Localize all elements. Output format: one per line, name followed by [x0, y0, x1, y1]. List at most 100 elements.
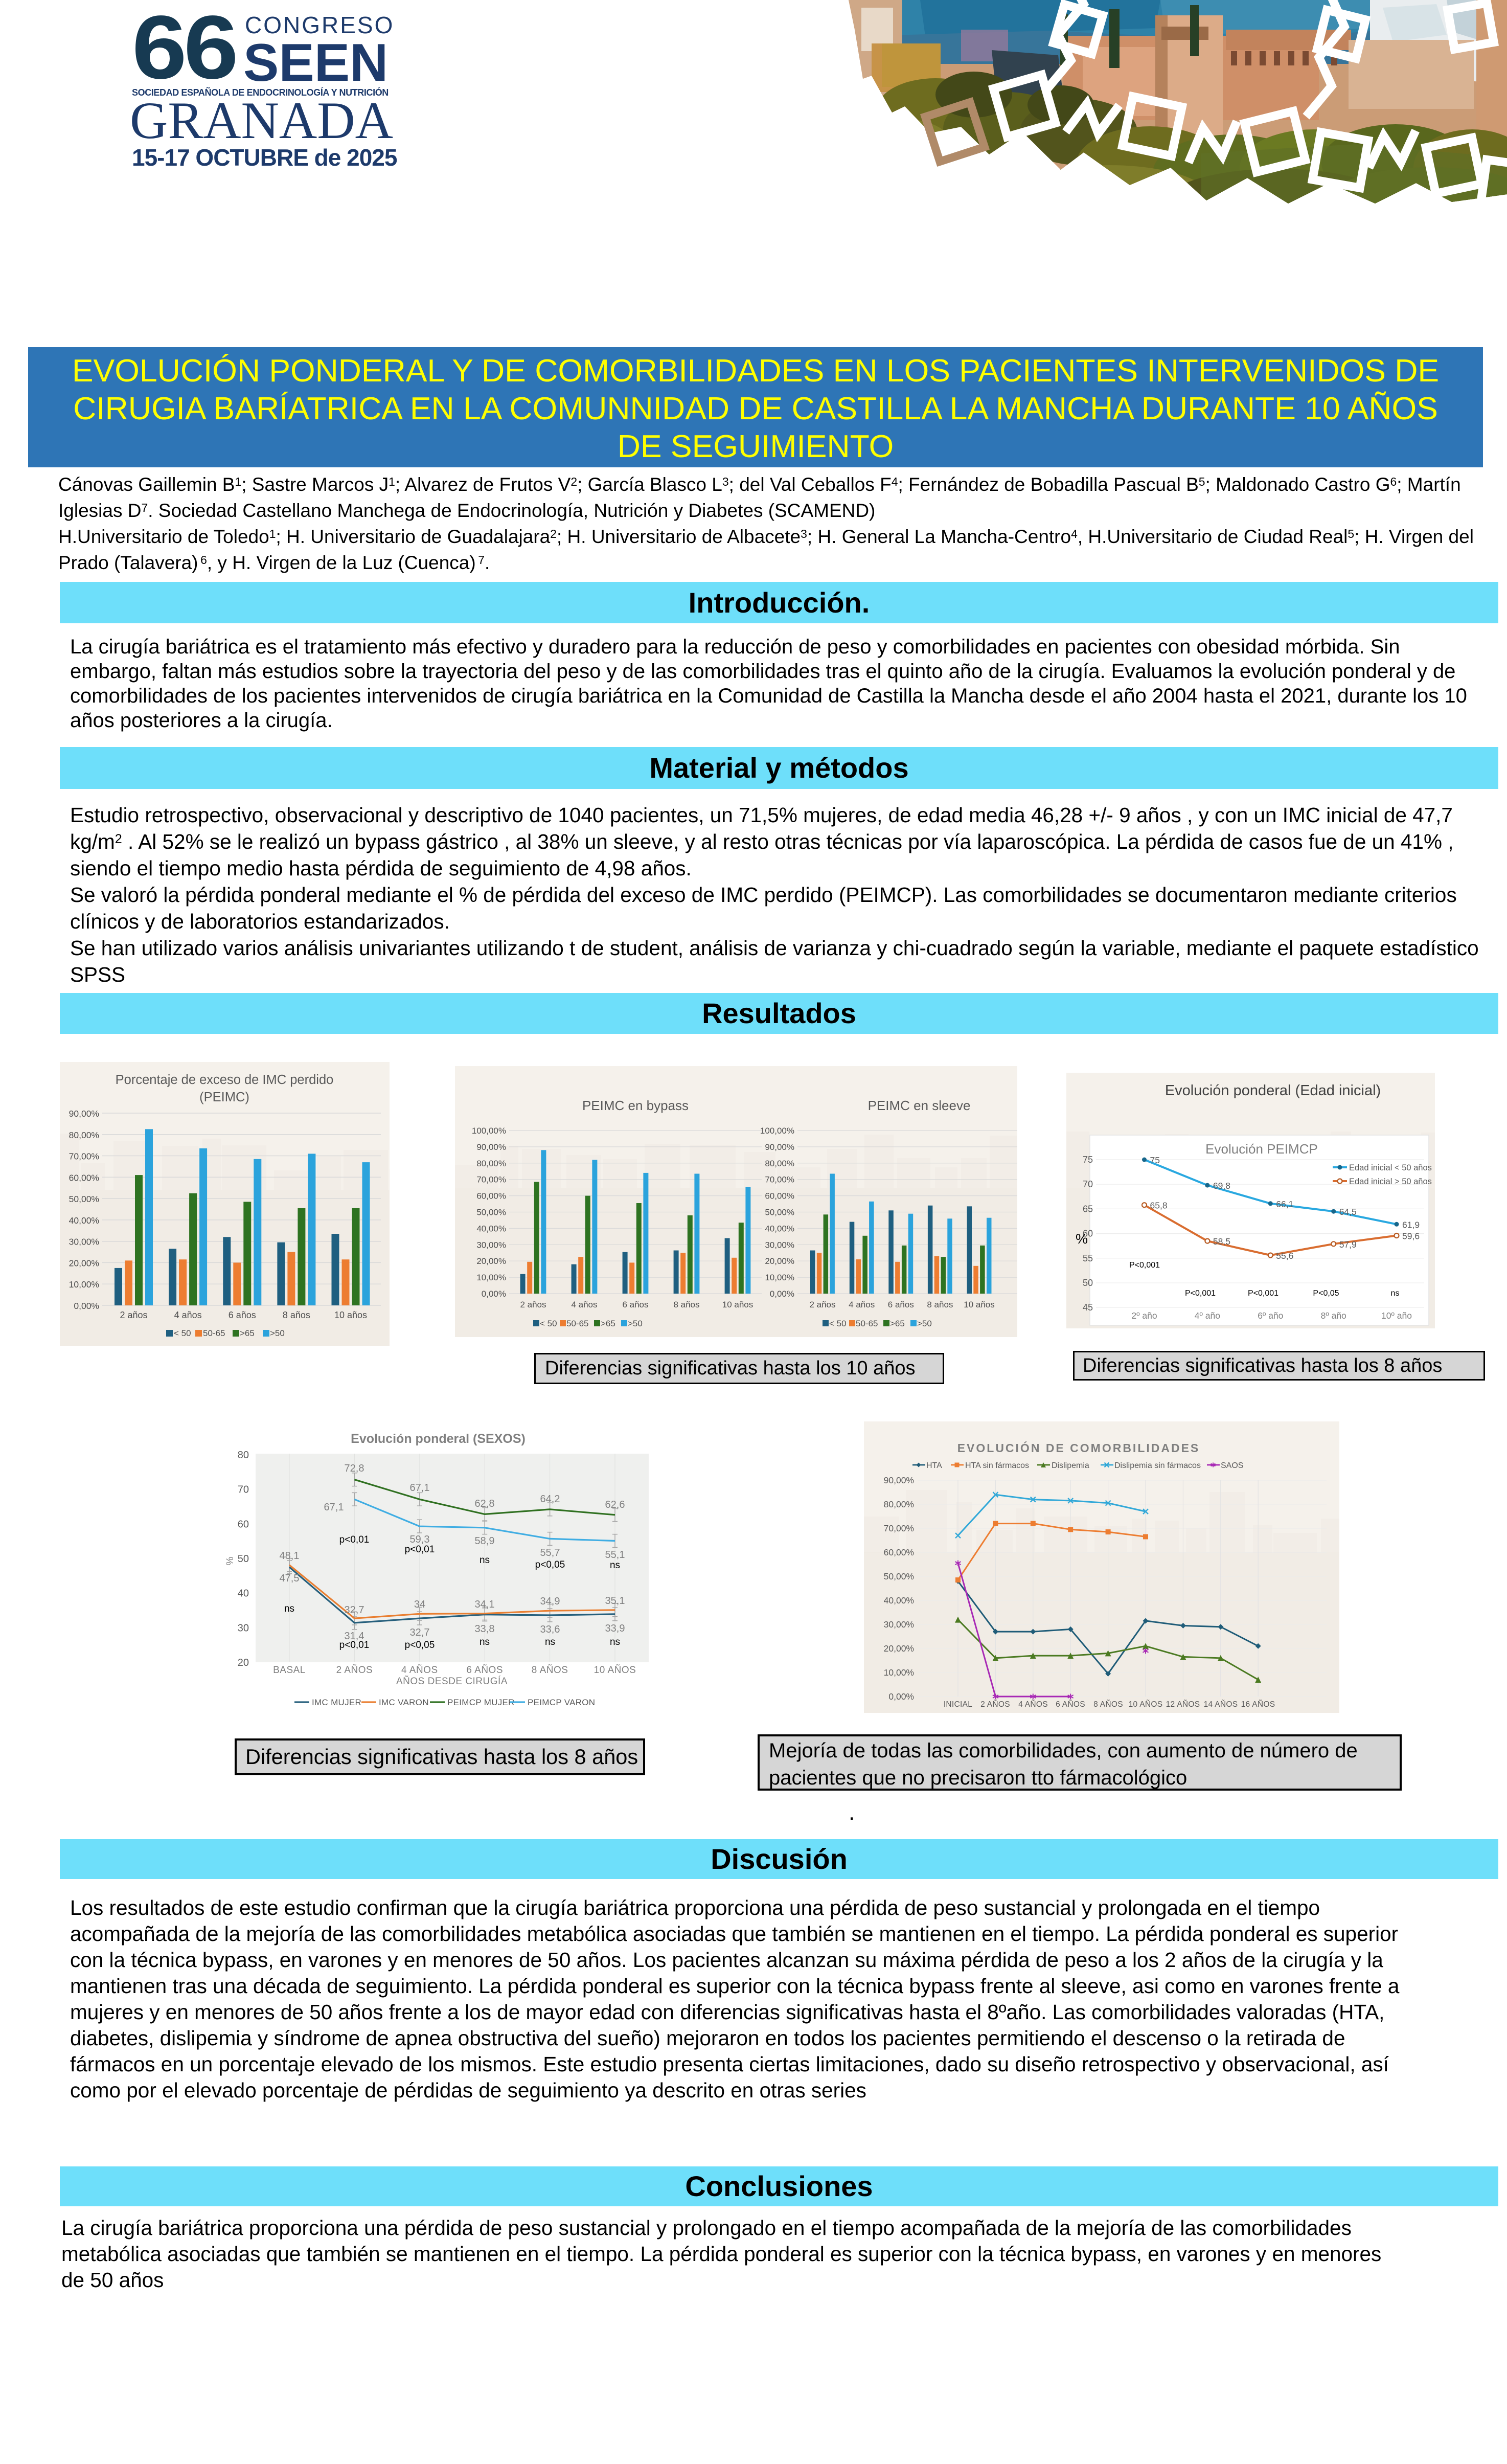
- svg-text:10 AÑOS: 10 AÑOS: [1129, 1700, 1163, 1709]
- svg-text:>65: >65: [890, 1319, 905, 1328]
- svg-text:20,00%: 20,00%: [765, 1256, 794, 1266]
- svg-text:Evolución ponderal (SEXOS): Evolución ponderal (SEXOS): [351, 1432, 526, 1446]
- svg-text:64,2: 64,2: [540, 1494, 560, 1505]
- svg-text:0,00%: 0,00%: [74, 1301, 99, 1311]
- svg-text:P<0,001: P<0,001: [1248, 1289, 1278, 1298]
- svg-text:4º año: 4º año: [1195, 1310, 1220, 1321]
- svg-text:IMC VARON: IMC VARON: [379, 1698, 429, 1707]
- svg-text:10 años: 10 años: [964, 1300, 995, 1309]
- svg-text:>50: >50: [917, 1319, 932, 1328]
- svg-text:33,6: 33,6: [540, 1624, 560, 1635]
- svg-text:70: 70: [1083, 1179, 1093, 1189]
- svg-text:< 50: < 50: [829, 1319, 847, 1328]
- svg-text:60: 60: [238, 1519, 249, 1530]
- svg-text:20: 20: [238, 1657, 249, 1668]
- svg-text:PEIMC en sleeve: PEIMC en sleeve: [868, 1098, 971, 1113]
- svg-text:INICIAL: INICIAL: [944, 1700, 972, 1709]
- svg-text:30,00%: 30,00%: [476, 1240, 506, 1250]
- svg-text:40,00%: 40,00%: [765, 1224, 794, 1233]
- svg-text:2º año: 2º año: [1131, 1310, 1157, 1321]
- svg-text:47,5: 47,5: [280, 1573, 300, 1584]
- svg-text:30,00%: 30,00%: [765, 1240, 794, 1250]
- svg-text:70,00%: 70,00%: [884, 1523, 914, 1533]
- svg-text:Dislipemia sin fármacos: Dislipemia sin fármacos: [1114, 1461, 1201, 1470]
- svg-text:16 AÑOS: 16 AÑOS: [1241, 1700, 1275, 1709]
- svg-text:50-65: 50-65: [203, 1328, 225, 1338]
- svg-text:72,8: 72,8: [345, 1463, 364, 1474]
- svg-text:BASAL: BASAL: [273, 1665, 306, 1676]
- svg-text:57,9: 57,9: [1339, 1239, 1357, 1250]
- svg-text:Evolución ponderal (Edad inici: Evolución ponderal (Edad inicial): [1165, 1082, 1381, 1099]
- svg-text:8 AÑOS: 8 AÑOS: [1093, 1700, 1123, 1709]
- svg-text:10,00%: 10,00%: [765, 1273, 794, 1282]
- svg-text:6 AÑOS: 6 AÑOS: [466, 1664, 503, 1676]
- svg-text:p<0,01: p<0,01: [339, 1640, 370, 1651]
- svg-text:40,00%: 40,00%: [476, 1224, 506, 1233]
- svg-text:50-65: 50-65: [566, 1319, 588, 1328]
- svg-text:PEIMCP MUJER: PEIMCP MUJER: [447, 1698, 515, 1707]
- svg-text:70: 70: [238, 1484, 249, 1496]
- svg-text:>50: >50: [628, 1319, 643, 1328]
- svg-text:60,00%: 60,00%: [69, 1172, 99, 1183]
- svg-text:75: 75: [1150, 1155, 1160, 1165]
- svg-text:32,7: 32,7: [345, 1604, 364, 1616]
- svg-text:2 años: 2 años: [520, 1300, 546, 1309]
- svg-text:65,8: 65,8: [1150, 1201, 1168, 1211]
- svg-text:60,00%: 60,00%: [765, 1191, 794, 1201]
- svg-text:10º año: 10º año: [1381, 1310, 1412, 1321]
- svg-text:EVOLUCIÓN DE COMORBILIDADES: EVOLUCIÓN DE COMORBILIDADES: [957, 1441, 1200, 1455]
- svg-text:10 años: 10 años: [722, 1300, 754, 1309]
- svg-text:p<0,01: p<0,01: [405, 1544, 435, 1555]
- svg-text:PEIMCP VARON: PEIMCP VARON: [528, 1698, 595, 1707]
- svg-text:90,00%: 90,00%: [884, 1475, 914, 1485]
- svg-text:Dislipemia: Dislipemia: [1052, 1461, 1089, 1470]
- svg-text:IMC MUJER: IMC MUJER: [312, 1698, 361, 1707]
- svg-text:P<0,05: P<0,05: [1313, 1289, 1339, 1298]
- svg-text:6 años: 6 años: [888, 1300, 914, 1309]
- svg-text:p<0,05: p<0,05: [535, 1559, 565, 1570]
- svg-text:55: 55: [1083, 1253, 1093, 1263]
- svg-text:65: 65: [1083, 1204, 1093, 1214]
- svg-text:10 años: 10 años: [334, 1310, 367, 1320]
- svg-text:55,1: 55,1: [605, 1549, 625, 1561]
- svg-text:35,1: 35,1: [605, 1595, 625, 1607]
- svg-text:32,7: 32,7: [410, 1627, 430, 1638]
- svg-text:10 AÑOS: 10 AÑOS: [594, 1664, 636, 1676]
- svg-text:50: 50: [238, 1553, 249, 1565]
- svg-text:Porcentaje de exceso de IMC pe: Porcentaje de exceso de IMC perdido: [116, 1073, 334, 1087]
- svg-text:< 50: < 50: [174, 1328, 191, 1338]
- svg-text:31,4: 31,4: [345, 1631, 364, 1642]
- svg-text:70,00%: 70,00%: [765, 1175, 794, 1185]
- svg-text:>65: >65: [240, 1328, 255, 1338]
- svg-text:20,00%: 20,00%: [884, 1643, 914, 1654]
- svg-text:2 AÑOS: 2 AÑOS: [980, 1700, 1010, 1709]
- svg-text:ns: ns: [480, 1555, 490, 1566]
- svg-text:90,00%: 90,00%: [765, 1142, 794, 1152]
- svg-text:66,1: 66,1: [1276, 1199, 1293, 1209]
- svg-text:ns: ns: [545, 1637, 555, 1647]
- svg-text:48,1: 48,1: [280, 1550, 300, 1562]
- svg-text:Evolución PEIMCP: Evolución PEIMCP: [1205, 1141, 1318, 1157]
- svg-text:p<0,01: p<0,01: [339, 1534, 370, 1545]
- svg-text:34,9: 34,9: [540, 1596, 560, 1607]
- svg-text:30,00%: 30,00%: [884, 1619, 914, 1630]
- svg-text:>50: >50: [270, 1328, 285, 1338]
- svg-text:59,6: 59,6: [1402, 1231, 1420, 1241]
- svg-text:8 años: 8 años: [283, 1310, 310, 1320]
- svg-text:58,9: 58,9: [475, 1535, 495, 1547]
- svg-text:50,00%: 50,00%: [476, 1208, 506, 1217]
- svg-text:HTA sin fármacos: HTA sin fármacos: [965, 1461, 1029, 1470]
- svg-text:30: 30: [238, 1622, 249, 1634]
- svg-text:40: 40: [238, 1588, 249, 1599]
- svg-text:0,00%: 0,00%: [482, 1289, 506, 1299]
- svg-text:Edad inicial > 50 años: Edad inicial > 50 años: [1349, 1177, 1432, 1186]
- svg-text:64,5: 64,5: [1339, 1207, 1357, 1217]
- svg-text:50: 50: [1083, 1278, 1093, 1288]
- svg-text:8 años: 8 años: [673, 1300, 699, 1309]
- svg-text:4 años: 4 años: [849, 1300, 875, 1309]
- svg-text:60,00%: 60,00%: [476, 1191, 506, 1201]
- svg-text:4 años: 4 años: [174, 1310, 202, 1320]
- svg-text:70,00%: 70,00%: [69, 1151, 99, 1162]
- svg-text:PEIMC en bypass: PEIMC en bypass: [582, 1098, 689, 1113]
- svg-text:50,00%: 50,00%: [884, 1571, 914, 1581]
